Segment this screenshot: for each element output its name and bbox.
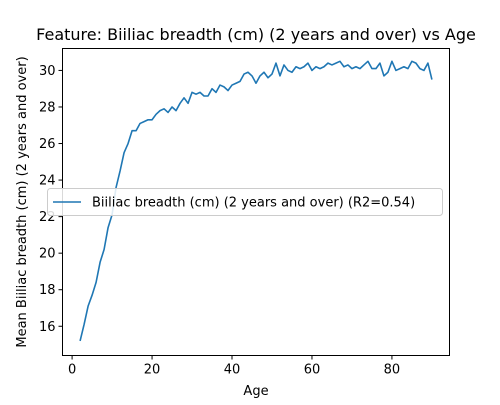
y-tick-label: 30 [39,64,56,79]
y-tick-label: 20 [39,247,56,262]
y-tick-label: 28 [39,100,56,115]
chart-title: Feature: Biiliac breadth (cm) (2 years a… [36,25,476,44]
x-tick-label: 40 [224,363,241,378]
x-tick-label: 0 [68,363,76,378]
legend: Biiliac breadth (cm) (2 years and over) … [47,188,443,216]
y-tick-label: 18 [39,283,56,298]
x-tick-label: 60 [304,363,321,378]
y-tick-label: 26 [39,137,56,152]
legend-box [47,188,443,216]
series-line [79,60,433,342]
y-tick-label: 24 [39,174,56,189]
x-axis-label: Age [243,384,268,399]
y-tick-label: 16 [39,320,56,335]
x-tick-label: 80 [384,363,401,378]
x-tick-label: 20 [144,363,161,378]
x-axis-ticks: 0 20 40 60 80 [68,355,401,378]
legend-label: Biiliac breadth (cm) (2 years and over) … [92,196,415,211]
y-axis-label: Mean Biiliac breadth (cm) (2 years and o… [15,56,30,347]
